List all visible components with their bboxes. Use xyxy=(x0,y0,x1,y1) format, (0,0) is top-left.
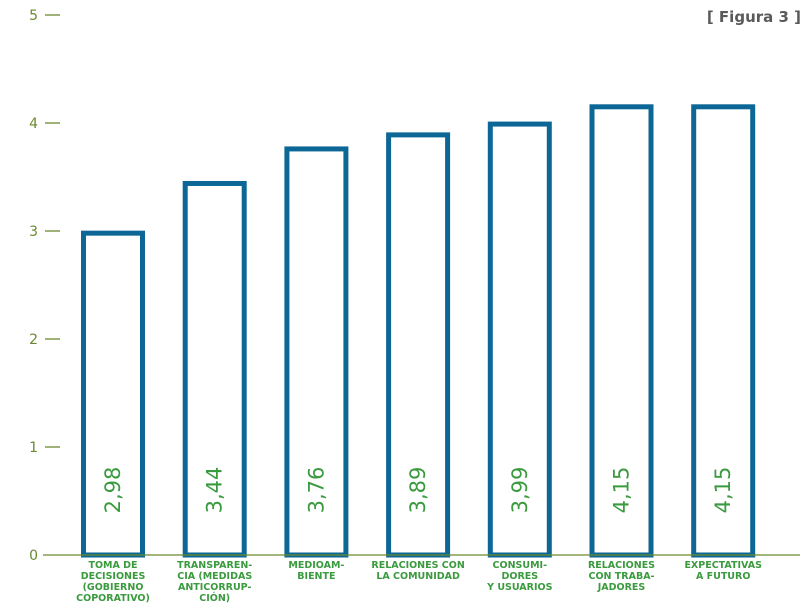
category-label-line: MEDIOAM- xyxy=(288,560,344,571)
y-tick-label: 3 xyxy=(29,224,38,240)
category-label-line: EXPECTATIVAS xyxy=(684,560,762,571)
bar-value-label: 2,98 xyxy=(101,467,125,514)
category-label-line: (GOBIERNO xyxy=(83,582,144,593)
category-label-line: CONSUMI- xyxy=(493,560,548,571)
category-label-line: ANTICORRUP- xyxy=(178,582,252,593)
category-label-line: TOMA DE xyxy=(88,560,137,571)
category-label-line: DECISIONES xyxy=(81,571,146,582)
category-label-line: DORES xyxy=(501,571,538,582)
category-label-line: A FUTURO xyxy=(696,571,750,582)
bar-value-label: 4,15 xyxy=(711,467,735,514)
category-label-line: JADORES xyxy=(597,582,646,593)
y-tick-label: 2 xyxy=(29,332,38,348)
category-label-line: CIA (MEDIDAS xyxy=(177,571,252,582)
y-tick-label: 5 xyxy=(29,8,38,24)
bar-value-label: 3,89 xyxy=(406,467,430,514)
category-label-line: Y USUARIOS xyxy=(486,582,552,593)
category-label-line: BIENTE xyxy=(297,571,335,582)
category-label-line: COPORATIVO) xyxy=(76,593,150,604)
y-tick-label: 0 xyxy=(29,548,38,564)
category-label: MEDIOAM-BIENTE xyxy=(288,560,344,582)
category-label-line: CIÓN) xyxy=(199,592,230,604)
category-label-line: TRANSPAREN- xyxy=(177,560,252,571)
category-label-line: RELACIONES CON xyxy=(371,560,464,571)
bar-value-label: 3,76 xyxy=(304,467,328,514)
category-label-line: LA COMUNIDAD xyxy=(376,571,460,582)
value-labels-group: 2,98 3,44 3,76 3,89 3,99 4,15 4,15 xyxy=(101,467,735,514)
y-tick-label: 4 xyxy=(29,116,38,132)
bar-value-label: 4,15 xyxy=(610,467,634,514)
category-label-line: CON TRABA- xyxy=(589,571,655,582)
bar-value-label: 3,99 xyxy=(508,467,532,514)
bar-value-label: 3,44 xyxy=(203,467,227,514)
y-tick-label: 1 xyxy=(29,440,38,456)
figure-label: [ Figura 3 ] xyxy=(706,8,801,26)
category-label-line: RELACIONES xyxy=(588,560,655,571)
y-axis: 0 1 2 3 4 5 xyxy=(29,8,60,564)
